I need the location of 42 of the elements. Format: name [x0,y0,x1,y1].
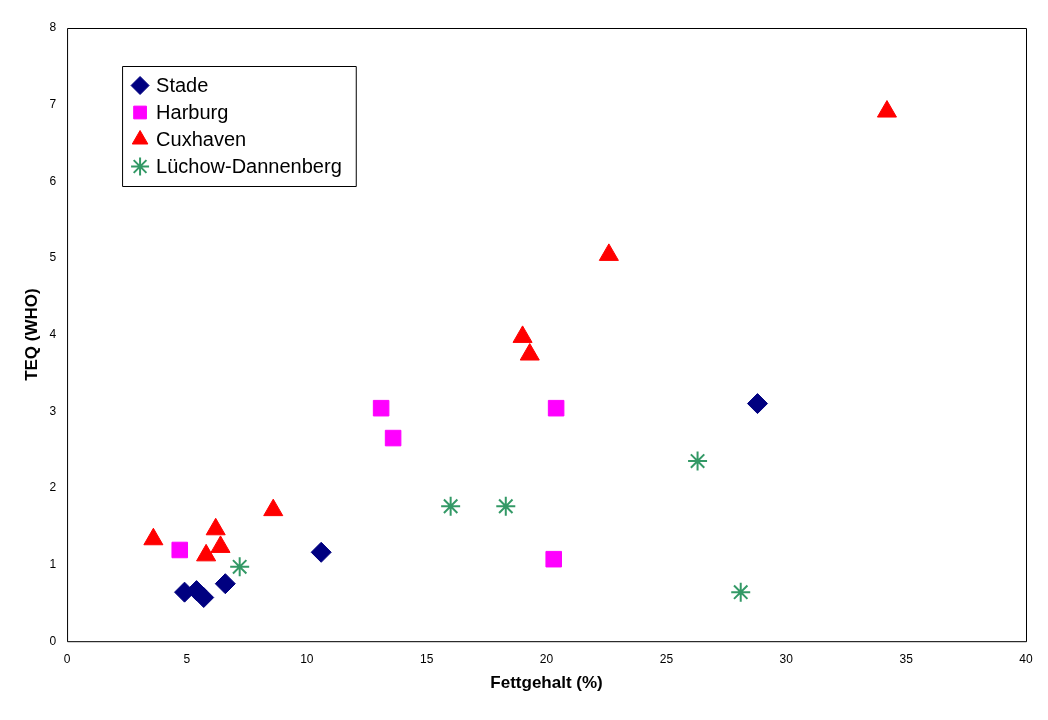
y-axis-title: TEQ (WHO) [21,288,41,381]
y-tick-label: 4 [49,326,57,341]
x-tick-label: 30 [779,651,794,666]
y-tick-label: 7 [49,96,57,111]
legend-label: Cuxhaven [156,128,247,151]
point [519,343,540,361]
point [730,581,752,603]
legend-label: Stade [156,74,209,97]
legend-label: Harburg [156,101,229,124]
x-tick-label: 5 [183,651,191,666]
y-tick-label: 2 [49,480,57,495]
point [512,325,533,343]
x-tick-label: 15 [419,651,434,666]
y-tick-label: 1 [49,556,57,571]
point [372,399,390,417]
x-tick-label: 35 [899,651,914,666]
point [876,100,897,118]
point [747,393,768,415]
y-tick-label: 6 [49,173,57,188]
point [310,541,332,563]
point [440,495,462,517]
x-tick-label: 20 [539,651,554,666]
point [214,573,236,595]
x-tick-label: 25 [659,651,674,666]
y-tick-label: 5 [49,250,57,265]
point [547,399,565,417]
point [545,550,563,568]
point [171,541,189,559]
y-tick-label: 8 [49,20,57,35]
point [687,450,709,472]
point [598,243,619,261]
point [495,495,517,517]
legend-label: Lüchow-Dannenberg [156,155,342,178]
x-tick-label: 0 [63,651,71,666]
point [193,587,215,609]
x-tick-label: 10 [300,651,314,666]
y-tick-label: 0 [49,633,57,648]
point [229,556,251,578]
point [384,429,402,447]
x-tick-label: 40 [1019,651,1033,666]
y-tick-label: 3 [49,403,57,418]
x-axis-title: Fettgehalt (%) [490,673,603,693]
